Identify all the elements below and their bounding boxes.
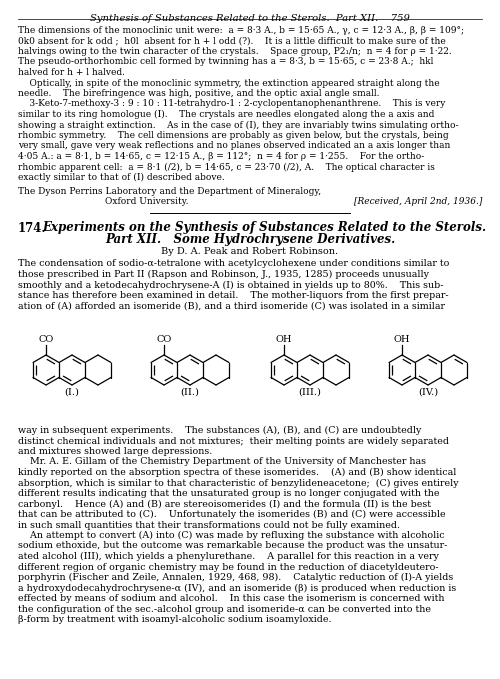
- Text: 0k0 absent for k odd ;  h0l  absent for h + l odd (?).    It is a little difficu: 0k0 absent for k odd ; h0l absent for h …: [18, 37, 446, 45]
- Text: different region of organic chemistry may be found in the reduction of diacetyld: different region of organic chemistry ma…: [18, 562, 438, 572]
- Text: kindly reported on the absorption spectra of these isomerides.    (A) and (B) sh: kindly reported on the absorption spectr…: [18, 468, 456, 477]
- Text: sodium ethoxide, but the outcome was remarkable because the product was the unsa: sodium ethoxide, but the outcome was rem…: [18, 541, 448, 551]
- Text: By D. A. Peak and Robert Robinson.: By D. A. Peak and Robert Robinson.: [162, 246, 338, 255]
- Text: OH: OH: [276, 335, 292, 344]
- Text: Part XII.   Some Hydrochrysene Derivatives.: Part XII. Some Hydrochrysene Derivatives…: [105, 234, 395, 246]
- Text: CO: CO: [156, 335, 172, 344]
- Text: the configuration of the sec.-alcohol group and isomeride-α can be converted int: the configuration of the sec.-alcohol gr…: [18, 604, 431, 614]
- Text: a hydroxydodecahydrochrysene-α (IV), and an isomeride (β) is produced when reduc: a hydroxydodecahydrochrysene-α (IV), and…: [18, 583, 456, 593]
- Text: distinct chemical individuals and not mixtures;  their melting points are widely: distinct chemical individuals and not mi…: [18, 437, 449, 445]
- Text: way in subsequent experiments.    The substances (A), (B), and (C) are undoubted: way in subsequent experiments. The subst…: [18, 426, 421, 435]
- Text: halved for h + l halved.: halved for h + l halved.: [18, 68, 125, 77]
- Text: different results indicating that the unsaturated group is no longer conjugated : different results indicating that the un…: [18, 489, 440, 498]
- Text: Oxford University.: Oxford University.: [105, 197, 188, 206]
- Text: The pseudo-orthorhombic cell formed by twinning has a = 8·3, b = 15·65, c = 23·8: The pseudo-orthorhombic cell formed by t…: [18, 58, 434, 67]
- Text: halvings owing to the twin character of the crystals.    Space group, P2₁/n;  n : halvings owing to the twin character of …: [18, 47, 452, 56]
- Text: ation of (A) afforded an isomeride (B), and a third isomeride (C) was isolated i: ation of (A) afforded an isomeride (B), …: [18, 301, 445, 310]
- Text: porphyrin (Fischer and Zeile, Annalen, 1929, 468, 98).    Catalytic reduction of: porphyrin (Fischer and Zeile, Annalen, 1…: [18, 573, 453, 582]
- Text: 4·05 A.: a = 8·1, b = 14·65, c = 12·15 A., β = 112°;  n = 4 for ρ = 1·255.    Fo: 4·05 A.: a = 8·1, b = 14·65, c = 12·15 A…: [18, 152, 424, 161]
- Text: rhombic symmetry.    The cell dimensions are probably as given below, but the cr: rhombic symmetry. The cell dimensions ar…: [18, 131, 448, 140]
- Text: [Received, April 2nd, 1936.]: [Received, April 2nd, 1936.]: [354, 197, 482, 206]
- Text: CO: CO: [38, 335, 54, 344]
- Text: Experiments on the Synthesis of Substances Related to the Sterols.: Experiments on the Synthesis of Substanc…: [42, 221, 486, 234]
- Text: and mixtures showed large depressions.: and mixtures showed large depressions.: [18, 447, 212, 456]
- Text: that can be attributed to (C).    Unfortunately the isomerides (B) and (C) were : that can be attributed to (C). Unfortuna…: [18, 510, 446, 519]
- Text: stance has therefore been examined in detail.    The mother-liquors from the fir: stance has therefore been examined in de…: [18, 291, 448, 300]
- Text: absorption, which is similar to that characteristic of benzylideneacetone;  (C) : absorption, which is similar to that cha…: [18, 479, 458, 488]
- Text: OH: OH: [394, 335, 410, 344]
- Text: smoothly and a ketodecahydrochrysene-A (I) is obtained in yields up to 80%.    T: smoothly and a ketodecahydrochrysene-A (…: [18, 280, 444, 290]
- Text: needle.    The birefringence was high, positive, and the optic axial angle small: needle. The birefringence was high, posi…: [18, 89, 380, 98]
- Text: (IV.): (IV.): [418, 388, 438, 397]
- Text: those prescribed in Part II (Rapson and Robinson, J., 1935, 1285) proceeds unusu: those prescribed in Part II (Rapson and …: [18, 270, 429, 279]
- Text: An attempt to convert (A) into (C) was made by refluxing the substance with alco: An attempt to convert (A) into (C) was m…: [18, 531, 444, 540]
- Text: ated alcohol (III), which yields a phenylurethane.    A parallel for this reacti: ated alcohol (III), which yields a pheny…: [18, 552, 439, 561]
- Text: Optically, in spite of the monoclinic symmetry, the extinction appeared straight: Optically, in spite of the monoclinic sy…: [18, 79, 440, 88]
- Text: similar to its ring homologue (I).    The crystals are needles elongated along t: similar to its ring homologue (I). The c…: [18, 110, 434, 119]
- Text: (I.): (I.): [64, 388, 80, 397]
- Text: 3-Keto-7-methoxy-3 : 9 : 10 : 11-tetrahydro-1 : 2-cyclopentanophenanthrene.    T: 3-Keto-7-methoxy-3 : 9 : 10 : 11-tetrahy…: [18, 100, 446, 109]
- Text: Mr. A. E. Gillam of the Chemistry Department of the University of Manchester has: Mr. A. E. Gillam of the Chemistry Depart…: [18, 458, 426, 466]
- Text: effected by means of sodium and alcohol.    In this case the isomerism is concer: effected by means of sodium and alcohol.…: [18, 594, 444, 603]
- Text: rhombic apparent cell:  a = 8·1 (/2), b = 14·65, c = 23·70 (/2), A.    The optic: rhombic apparent cell: a = 8·1 (/2), b =…: [18, 162, 435, 172]
- Text: β-form by treatment with isoamyl-alcoholic sodium isoamyloxide.: β-form by treatment with isoamyl-alcohol…: [18, 615, 332, 624]
- Text: (III.): (III.): [298, 388, 322, 397]
- Text: The Dyson Perrins Laboratory and the Department of Mineralogy,: The Dyson Perrins Laboratory and the Dep…: [18, 187, 321, 196]
- Text: showing a straight extinction.    As in the case of (I), they are invariably twi: showing a straight extinction. As in the…: [18, 120, 458, 130]
- Text: Synthesis of Substances Related to the Sterols.  Part XII.    759: Synthesis of Substances Related to the S…: [90, 14, 410, 23]
- Text: The condensation of sodio-α-tetralone with acetylcyclohexene under conditions si: The condensation of sodio-α-tetralone wi…: [18, 259, 450, 268]
- Text: 174.: 174.: [18, 221, 46, 234]
- Text: The dimensions of the monoclinic unit were:  a = 8·3 A., b = 15·65 A., γ, c = 12: The dimensions of the monoclinic unit we…: [18, 26, 464, 35]
- Text: (II.): (II.): [180, 388, 200, 397]
- Text: very small, gave very weak reflections and no planes observed indicated an a axi: very small, gave very weak reflections a…: [18, 141, 450, 151]
- Text: carbonyl.    Hence (A) and (B) are stereoisomerides (I) and the formula (II) is : carbonyl. Hence (A) and (B) are stereois…: [18, 500, 431, 509]
- Text: exactly similar to that of (I) described above.: exactly similar to that of (I) described…: [18, 173, 225, 182]
- Text: in such small quantities that their transformations could not be fully examined.: in such small quantities that their tran…: [18, 521, 400, 530]
